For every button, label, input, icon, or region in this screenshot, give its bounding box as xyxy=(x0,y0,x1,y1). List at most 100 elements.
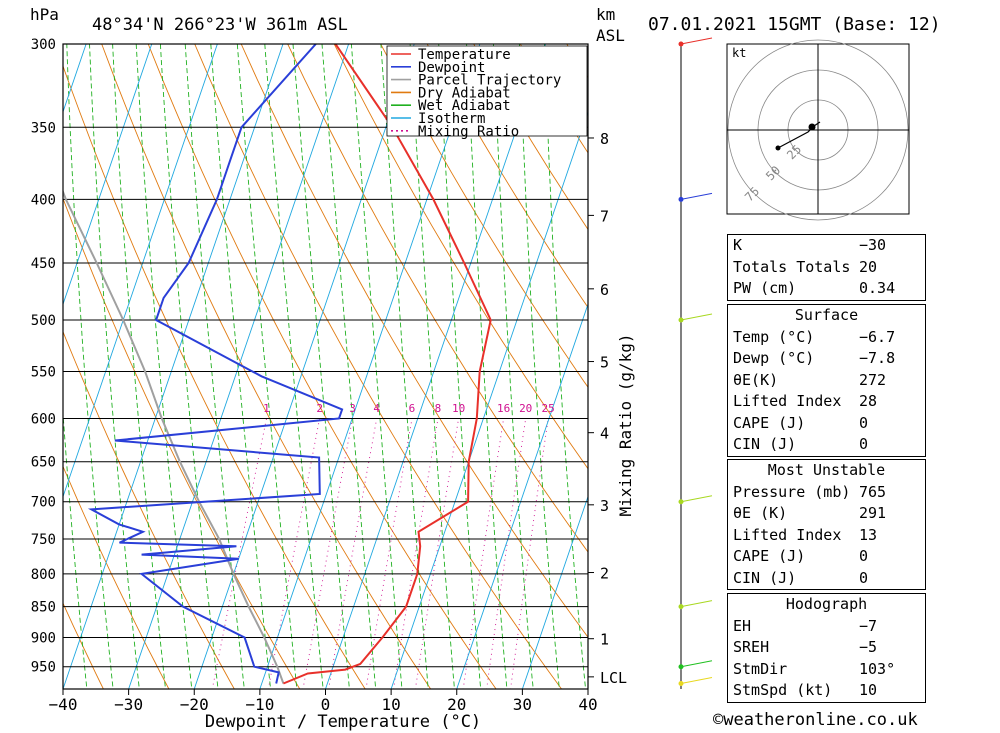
mixing-ratio-label: 10 xyxy=(452,402,465,415)
km-tick-label: 2 xyxy=(600,565,609,583)
pressure-tick-label: 850 xyxy=(31,600,56,616)
row-value: 10 xyxy=(859,681,878,699)
pressure-tick-label: 950 xyxy=(31,660,56,676)
km-tick-label: 8 xyxy=(600,130,609,148)
pressure-tick-label: 300 xyxy=(31,37,56,53)
dry-adiabat-line xyxy=(380,44,588,388)
x-tick-label: 0 xyxy=(321,695,331,714)
row-value: 0 xyxy=(859,413,869,432)
km-tick-label: LCL xyxy=(600,669,627,687)
table-row: StmDir 103° xyxy=(728,659,925,681)
table-row: CIN (J) 0 xyxy=(728,568,925,590)
mixing-ratio-label: 4 xyxy=(373,402,380,415)
km-tick-label: 6 xyxy=(600,281,609,299)
x-tick-label: 20 xyxy=(447,695,466,714)
pressure-tick-label: 550 xyxy=(31,364,56,380)
row-value: −6.7 xyxy=(859,327,896,346)
row-label: EH xyxy=(733,616,752,635)
x-tick-label: 10 xyxy=(381,695,400,714)
x-tick-label: −10 xyxy=(245,695,274,714)
row-label: Dewp (°C) xyxy=(733,349,815,367)
row-label: Lifted Index xyxy=(733,525,842,544)
x-tick-label: −20 xyxy=(180,695,209,714)
wet-adiabat-line xyxy=(210,44,272,689)
legend-label: Mixing Ratio xyxy=(418,124,519,140)
row-value: 13 xyxy=(859,525,878,544)
wind-barb xyxy=(680,660,713,668)
hpa-label: hPa xyxy=(30,5,59,24)
pressure-tick-label: 800 xyxy=(31,567,56,583)
legend-label: Dewpoint xyxy=(418,60,485,76)
pressure-tick-label: 750 xyxy=(31,532,56,548)
mixing-ratio-axis-title: Mixing Ratio (g/kg) xyxy=(616,333,635,516)
row-label: θE(K) xyxy=(733,370,779,389)
wind-barb xyxy=(680,192,713,200)
wind-barb xyxy=(680,37,713,45)
x-tick-label: 40 xyxy=(578,695,597,714)
dry-adiabat-line xyxy=(63,602,104,689)
dry-adiabat-line xyxy=(473,44,588,231)
pressure-tick-label: 500 xyxy=(31,313,56,329)
km-tick-label: 4 xyxy=(600,425,609,443)
table-row: θE(K) 272 xyxy=(728,370,925,392)
row-label: Lifted Index xyxy=(733,392,842,410)
mixing-ratio-label: 8 xyxy=(435,402,442,415)
legend-label: Temperature xyxy=(418,47,511,63)
pressure-tick-label: 350 xyxy=(31,120,56,136)
mixing-ratio-label: 3 xyxy=(349,402,356,415)
row-value: 28 xyxy=(859,392,878,410)
mixing-ratio-line xyxy=(302,418,353,689)
km-tick-label: 1 xyxy=(600,631,609,649)
isotherm-line xyxy=(390,110,588,689)
wind-barb xyxy=(680,495,713,503)
datetime-title: 07.01.2021 15GMT (Base: 12) xyxy=(648,14,941,35)
pressure-tick-label: 600 xyxy=(31,411,56,427)
row-value: 0 xyxy=(859,435,869,453)
wet-adiabat-line xyxy=(350,44,403,689)
table-row: Totals Totals 20 xyxy=(728,257,925,279)
table-row: θE (K) 291 xyxy=(728,503,925,525)
wind-barb xyxy=(680,313,713,321)
isotherm-line xyxy=(63,44,218,498)
row-label: Pressure (mb) xyxy=(733,482,851,501)
row-label: θE (K) xyxy=(733,504,788,522)
wet-adiabat-line xyxy=(466,44,508,689)
pressure-tick-label: 900 xyxy=(31,631,56,647)
row-label: CIN (J) xyxy=(733,435,797,453)
wet-adiabat-line xyxy=(409,44,455,689)
wet-adiabat-line xyxy=(89,44,140,689)
wet-adiabat-line xyxy=(292,44,350,689)
table-row: CAPE (J) 0 xyxy=(728,546,925,568)
credit-text: ©weatheronline.co.uk xyxy=(713,710,918,730)
row-value: 0 xyxy=(859,568,869,587)
row-value: 103° xyxy=(859,659,896,678)
isotherm-line xyxy=(456,302,588,689)
dry-adiabat-line xyxy=(63,465,170,689)
hodograph-table: Hodograph EH −7 SREH −5 StmDir 103° StmSpd (kt)… xyxy=(727,593,926,703)
mixing-ratio-line xyxy=(486,418,527,689)
isotherm-line xyxy=(0,44,21,689)
row-value: 765 xyxy=(859,482,887,501)
row-label: PW (cm) xyxy=(733,279,797,297)
table-title: Surface xyxy=(794,306,859,324)
temperature-line xyxy=(283,44,492,685)
pressure-tick-label: 700 xyxy=(31,495,56,511)
dewpoint-line xyxy=(87,44,344,684)
row-label: StmDir xyxy=(733,659,788,678)
pressure-tick-label: 450 xyxy=(31,256,56,272)
dry-adiabat-line xyxy=(63,64,366,689)
table-row: StmSpd (kt) 10 xyxy=(728,680,925,702)
km-label: km xyxy=(596,5,615,24)
row-value: 0.34 xyxy=(859,279,896,297)
table-row: K −30 xyxy=(728,235,925,257)
hodograph-point xyxy=(775,145,781,151)
dry-adiabat-line xyxy=(939,44,1000,694)
row-label: Temp (°C) xyxy=(733,327,815,346)
surface-table: Surface Temp (°C) −6.7 Dewp (°C) −7.8 θE(K) 27… xyxy=(727,304,926,457)
wet-adiabat-line xyxy=(321,44,377,689)
row-value: 291 xyxy=(859,504,887,522)
row-value: −7.8 xyxy=(859,349,896,367)
dry-adiabat-line xyxy=(985,44,1000,694)
row-value: 20 xyxy=(859,257,878,276)
